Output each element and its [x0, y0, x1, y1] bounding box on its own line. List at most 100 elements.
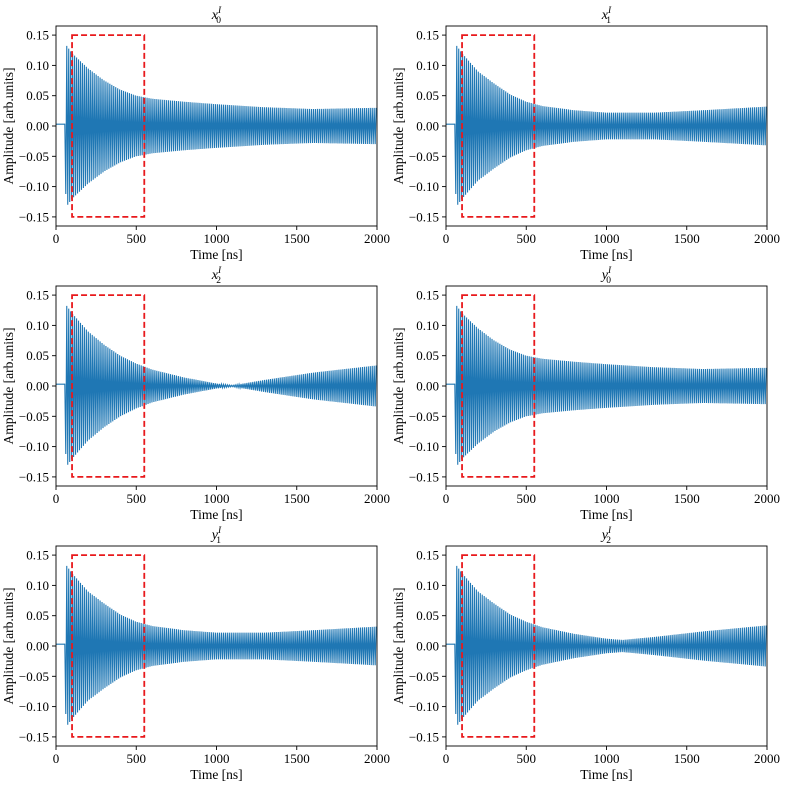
y-tick-label: 0.05	[26, 348, 49, 363]
y-tick-label: 0.00	[416, 379, 439, 394]
y-tick-label: 0.05	[26, 88, 49, 103]
y-tick-label: 0.15	[26, 548, 49, 563]
highlight-box	[71, 34, 146, 218]
x-tick-label: 500	[517, 231, 537, 246]
x-tick-label: 1500	[674, 491, 700, 506]
highlight-box	[461, 34, 536, 218]
signal-line	[56, 565, 377, 725]
y-tick-label: −0.15	[409, 469, 439, 484]
y-tick-label: 0.15	[416, 288, 439, 303]
y-tick-label: 0.05	[416, 348, 439, 363]
y-tick-label: −0.05	[19, 149, 49, 164]
y-tick-label: −0.10	[409, 439, 439, 454]
y-tick-label: −0.05	[409, 409, 439, 424]
y-tick-label: 0.00	[26, 639, 49, 654]
x-axis-label: Time [ns]	[580, 247, 632, 262]
highlight-box	[461, 554, 536, 738]
y-axis-label: Amplitude [arb.units]	[1, 328, 16, 445]
y-tick-label: −0.10	[409, 179, 439, 194]
x-tick-label: 500	[517, 491, 537, 506]
x-tick-label: 1500	[674, 751, 700, 766]
subplot-title: xI 2	[211, 266, 222, 286]
subplot-title: xI 1	[601, 6, 612, 26]
highlight-box	[71, 294, 146, 478]
y-tick-label: 0.00	[416, 119, 439, 134]
y-axis-label: Amplitude [arb.units]	[391, 68, 406, 185]
highlight-box	[71, 554, 146, 738]
y-tick-label: −0.05	[19, 669, 49, 684]
subplot-1: 0 500 1000 1500 2000 0.15 0.10 0.05 0.00 −0.05 −0.…	[1, 6, 390, 262]
x-axis-label: Time [ns]	[580, 507, 632, 522]
y-tick-label: −0.10	[19, 699, 49, 714]
y-tick-label: 0.10	[26, 58, 49, 73]
y-tick-label: −0.15	[19, 209, 49, 224]
y-tick-label: 0.10	[26, 318, 49, 333]
signal-line	[446, 305, 767, 465]
signal-line	[56, 305, 377, 465]
x-tick-label: 1000	[594, 751, 620, 766]
x-tick-label: 2000	[364, 491, 390, 506]
y-tick-label: 0.00	[416, 639, 439, 654]
y-tick-label: 0.15	[26, 288, 49, 303]
y-axis-label: Amplitude [arb.units]	[391, 588, 406, 705]
x-axis-label: Time [ns]	[190, 507, 242, 522]
x-tick-label: 1500	[284, 491, 310, 506]
x-tick-label: 500	[127, 231, 147, 246]
y-tick-label: 0.05	[416, 608, 439, 623]
y-axis-label: Amplitude [arb.units]	[1, 68, 16, 185]
y-tick-label: 0.15	[416, 548, 439, 563]
y-tick-label: 0.05	[26, 608, 49, 623]
signal-line	[56, 45, 377, 205]
y-axis-label: Amplitude [arb.units]	[391, 328, 406, 445]
x-tick-label: 2000	[754, 231, 780, 246]
x-tick-label: 2000	[754, 751, 780, 766]
y-tick-label: −0.15	[19, 469, 49, 484]
y-tick-label: 0.00	[26, 119, 49, 134]
x-tick-label: 1500	[284, 751, 310, 766]
y-tick-label: −0.05	[409, 669, 439, 684]
y-tick-label: 0.10	[416, 58, 439, 73]
subplot-title: yI 1	[210, 526, 222, 546]
y-tick-label: 0.10	[416, 578, 439, 593]
y-tick-label: −0.15	[409, 729, 439, 744]
x-tick-label: 1000	[594, 231, 620, 246]
signal-line	[446, 565, 767, 725]
x-tick-label: 0	[53, 751, 60, 766]
highlight-box	[461, 294, 536, 478]
x-tick-label: 0	[443, 751, 450, 766]
x-axis-label: Time [ns]	[190, 767, 242, 782]
y-tick-label: 0.10	[26, 578, 49, 593]
y-tick-label: 0.10	[416, 318, 439, 333]
y-tick-label: 0.15	[416, 28, 439, 43]
subplot-title: xI 0	[211, 6, 222, 26]
x-tick-label: 1000	[594, 491, 620, 506]
x-tick-label: 0	[53, 491, 60, 506]
x-tick-label: 1000	[204, 751, 230, 766]
subplot-6: 0 500 1000 1500 2000 0.15 0.10 0.05 0.00 −0.05 −0.…	[391, 526, 780, 782]
x-tick-label: 500	[517, 751, 537, 766]
x-axis-label: Time [ns]	[580, 767, 632, 782]
x-tick-label: 0	[443, 231, 450, 246]
x-tick-label: 500	[127, 751, 147, 766]
x-tick-label: 0	[443, 491, 450, 506]
y-tick-label: 0.05	[416, 88, 439, 103]
subplot-title: yI 2	[600, 526, 612, 546]
subplot-2: 0 500 1000 1500 2000 0.15 0.10 0.05 0.00 −0.05 −0.…	[391, 6, 780, 262]
y-tick-label: −0.10	[409, 699, 439, 714]
subplot-5: 0 500 1000 1500 2000 0.15 0.10 0.05 0.00 −0.05 −0.…	[1, 526, 390, 782]
x-tick-label: 2000	[364, 751, 390, 766]
subplot-title: yI 0	[600, 266, 612, 286]
y-tick-label: −0.15	[19, 729, 49, 744]
x-tick-label: 2000	[364, 231, 390, 246]
y-tick-label: 0.00	[26, 379, 49, 394]
y-tick-label: −0.15	[409, 209, 439, 224]
x-tick-label: 500	[127, 491, 147, 506]
signal-line	[446, 45, 767, 205]
x-tick-label: 1500	[284, 231, 310, 246]
x-tick-label: 2000	[754, 491, 780, 506]
x-tick-label: 0	[53, 231, 60, 246]
x-tick-label: 1000	[204, 231, 230, 246]
y-tick-label: −0.10	[19, 439, 49, 454]
subplot-4: 0 500 1000 1500 2000 0.15 0.10 0.05 0.00 −0.05 −0.…	[391, 266, 780, 522]
